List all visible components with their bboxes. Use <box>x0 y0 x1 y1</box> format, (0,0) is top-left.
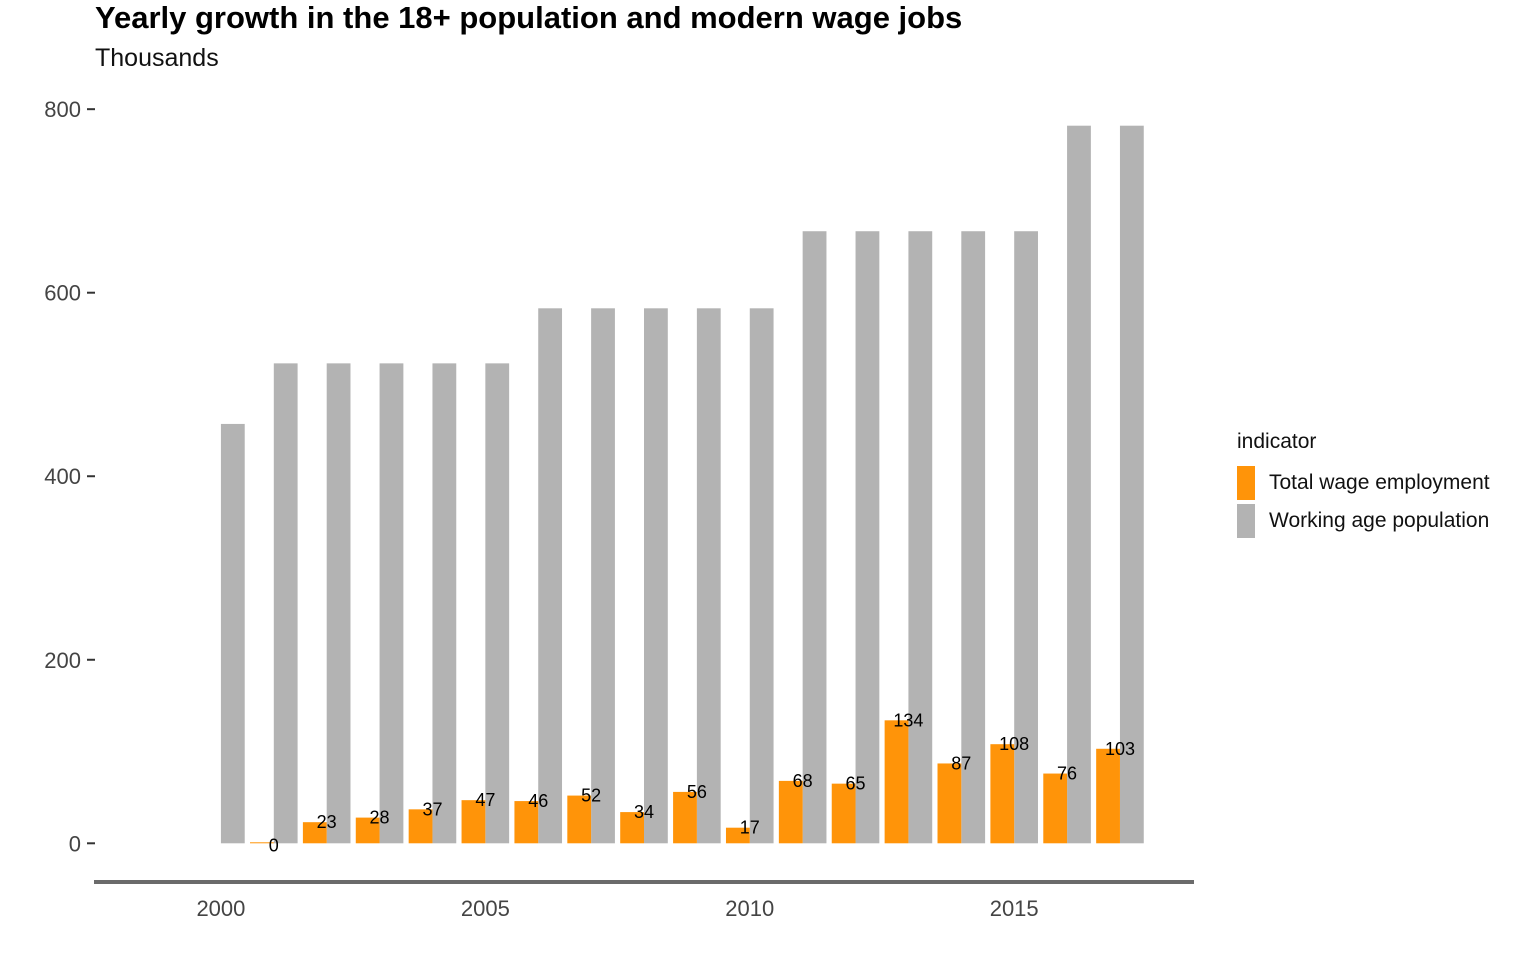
bar-working-age-population-2007 <box>591 308 615 844</box>
bar-working-age-population-2011 <box>802 231 827 844</box>
data-label-total-wage-employment-2003: 28 <box>370 808 390 828</box>
x-axis: 2000 2005 2010 2015 <box>196 896 1038 921</box>
data-label-total-wage-employment-2014: 87 <box>951 753 971 773</box>
chart-subtitle: Thousands <box>95 44 219 72</box>
x-tick-label-2005: 2005 <box>461 896 510 921</box>
data-label-total-wage-employment-2012: 65 <box>846 774 866 794</box>
bar-working-age-population-2015 <box>1014 231 1038 844</box>
y-tick-label-600: 600 <box>44 281 81 306</box>
bar-working-age-population-2009 <box>696 308 721 844</box>
data-label-total-wage-employment-2001: 0 <box>269 835 279 855</box>
y-tick-label-200: 200 <box>44 648 81 673</box>
legend-title: indicator <box>1237 430 1317 453</box>
bar-working-age-population-2000 <box>220 423 245 844</box>
bar-total-wage-employment-2010 <box>725 827 750 844</box>
chart-title: Yearly growth in the 18+ population and … <box>95 0 963 35</box>
bar-total-wage-employment-2002 <box>302 822 327 844</box>
bar-total-wage-employment-2009 <box>673 791 697 844</box>
legend-swatch-total-wage-employment <box>1237 466 1255 500</box>
y-tick-label-0: 0 <box>69 831 81 856</box>
bar-working-age-population-2017 <box>1119 125 1144 844</box>
x-tick-label-2010: 2010 <box>725 896 774 921</box>
bar-total-wage-employment-2017 <box>1096 748 1120 844</box>
data-label-total-wage-employment-2005: 47 <box>475 790 495 810</box>
bar-total-wage-employment-2008 <box>620 812 644 844</box>
y-tick-label-800: 800 <box>44 97 81 122</box>
bar-working-age-population-2014 <box>961 231 986 844</box>
legend-item-working-age-population: Working age population <box>1237 502 1490 540</box>
legend-label-total-wage-employment: Total wage employment <box>1269 471 1490 494</box>
bar-working-age-population-2005 <box>485 363 510 844</box>
legend-label-working-age-population: Working age population <box>1269 509 1490 532</box>
bar-working-age-population-2010 <box>749 308 774 844</box>
data-label-total-wage-employment-2013: 134 <box>893 710 923 730</box>
x-tick-label-2015: 2015 <box>990 896 1039 921</box>
bar-total-wage-employment-2004 <box>408 809 433 844</box>
data-labels: 0 23 28 37 47 46 52 34 56 17 68 65 134 87 108 76 103 <box>269 710 1135 855</box>
bar-working-age-population-2006 <box>538 308 563 844</box>
bar-working-age-population-2013 <box>908 231 933 844</box>
bar-total-wage-employment-2012 <box>831 783 856 844</box>
data-label-total-wage-employment-2015: 108 <box>999 734 1029 754</box>
bar-total-wage-employment-2005 <box>461 800 486 844</box>
data-label-total-wage-employment-2006: 46 <box>528 791 548 811</box>
bar-total-wage-employment-2016 <box>1043 773 1068 844</box>
data-label-total-wage-employment-2016: 76 <box>1057 764 1077 784</box>
y-tick-label-400: 400 <box>44 464 81 489</box>
data-label-total-wage-employment-2007: 52 <box>581 786 601 806</box>
bar-working-age-population-2001 <box>273 363 298 844</box>
bar-working-age-population-2016 <box>1067 125 1091 844</box>
x-tick-label-2000: 2000 <box>196 896 245 921</box>
bar-total-wage-employment-2003 <box>355 817 380 844</box>
data-label-total-wage-employment-2011: 68 <box>793 771 813 791</box>
bar-working-age-population-2002 <box>326 363 351 844</box>
y-axis: 0 200 400 600 800 <box>44 97 95 856</box>
legend-item-total-wage-employment: Total wage employment <box>1237 464 1490 502</box>
bar-total-wage-employment-2001 <box>250 842 274 844</box>
data-label-total-wage-employment-2002: 23 <box>317 812 337 832</box>
bar-working-age-population-2004 <box>432 363 457 844</box>
legend-swatch-working-age-population <box>1237 504 1255 538</box>
legend: indicator Total wage employment Working … <box>1237 430 1490 540</box>
bar-working-age-population-2008 <box>644 308 668 844</box>
data-label-total-wage-employment-2009: 56 <box>687 782 707 802</box>
bar-total-wage-employment-2013 <box>884 720 909 844</box>
bar-working-age-population-2003 <box>379 363 404 844</box>
bar-total-wage-employment-2014 <box>937 763 962 844</box>
data-label-total-wage-employment-2017: 103 <box>1105 739 1135 759</box>
bar-total-wage-employment-2015 <box>990 744 1015 844</box>
data-label-total-wage-employment-2008: 34 <box>634 802 654 822</box>
bars <box>220 125 1144 844</box>
data-label-total-wage-employment-2010: 17 <box>740 818 760 838</box>
bar-total-wage-employment-2007 <box>567 795 592 844</box>
bar-total-wage-employment-2006 <box>514 801 539 844</box>
bar-working-age-population-2012 <box>855 231 880 844</box>
data-label-total-wage-employment-2004: 37 <box>422 799 442 819</box>
bar-total-wage-employment-2011 <box>778 780 803 844</box>
